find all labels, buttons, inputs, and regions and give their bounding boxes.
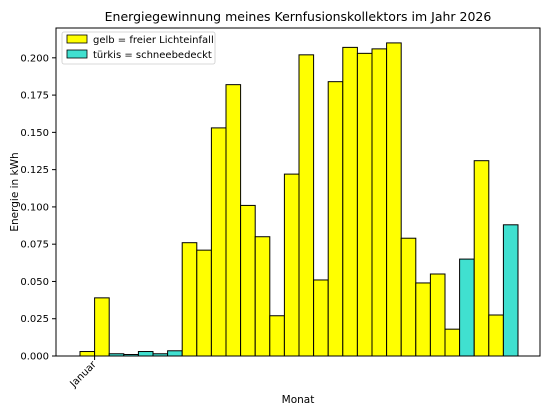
- bar: [240, 204, 256, 357]
- bar: [283, 173, 300, 357]
- legend-label-yellow: gelb = freier Lichteinfall: [93, 35, 214, 46]
- bar: [356, 52, 373, 357]
- bar: [473, 160, 490, 357]
- bar: [196, 249, 212, 357]
- bar: [254, 236, 271, 357]
- bar: [459, 258, 475, 357]
- bar: [79, 351, 96, 357]
- legend: gelb = freier Lichteinfall türkis = schn…: [61, 31, 216, 65]
- bar: [429, 273, 446, 357]
- y-tick-label: 0.125: [20, 165, 49, 176]
- y-axis: 0.000 0.025 0.050 0.075 0.100 0.125 0.150 0.175…: [20, 53, 56, 363]
- bar: [342, 46, 358, 357]
- bar: [444, 328, 461, 357]
- bar: [225, 84, 242, 357]
- x-axis-label: Monat: [282, 394, 315, 406]
- bar: [298, 54, 315, 357]
- y-tick-label: 0.000: [20, 352, 49, 363]
- bar: [181, 242, 198, 357]
- bar: [386, 42, 402, 357]
- bar: [488, 314, 504, 357]
- bar: [94, 297, 110, 357]
- y-axis-label: Energie in kWh: [9, 152, 21, 231]
- y-tick-label: 0.100: [20, 202, 49, 213]
- bars-group: [79, 42, 519, 357]
- y-tick-label: 0.075: [20, 240, 49, 251]
- legend-swatch-yellow: [66, 34, 88, 44]
- bar: [502, 224, 519, 357]
- bar: [415, 282, 431, 357]
- bar: [327, 81, 344, 357]
- y-tick-label: 0.025: [20, 314, 49, 325]
- y-tick-label: 0.200: [20, 53, 49, 64]
- bar: [137, 351, 154, 357]
- legend-label-turquoise: türkis = schneebedeckt: [93, 50, 212, 61]
- bar: [313, 279, 329, 357]
- bar: [400, 237, 417, 357]
- legend-swatch-turquoise: [66, 49, 88, 59]
- y-tick-label: 0.175: [20, 91, 49, 102]
- y-tick-label: 0.150: [20, 128, 49, 139]
- legend-box: [61, 31, 216, 65]
- bar: [210, 127, 227, 357]
- y-tick-label: 0.050: [20, 277, 49, 288]
- plot-frame: [55, 27, 541, 357]
- chart-title: Energiegewinnung meines Kernfusionskolle…: [105, 9, 492, 24]
- bar: [167, 350, 183, 357]
- bar: [269, 315, 285, 357]
- bar: [371, 48, 388, 357]
